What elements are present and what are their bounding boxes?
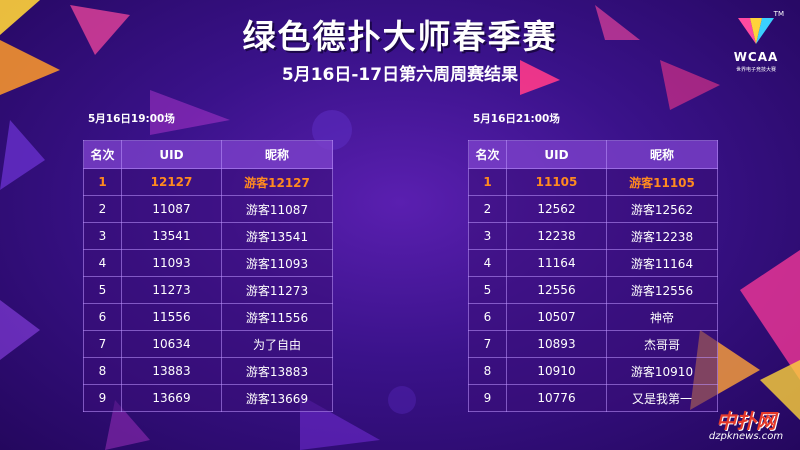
cell-nickname: 游客11273: [221, 276, 333, 304]
cell-uid: 10776: [506, 384, 607, 412]
cell-uid: 12556: [506, 276, 607, 304]
header-nickname: 昵称: [606, 140, 718, 169]
table-row: 5 11273 游客11273: [83, 276, 333, 304]
cell-rank: 7: [83, 330, 122, 358]
table-row: 5 12556 游客12556: [468, 276, 718, 304]
table-row: 6 10507 神帝: [468, 303, 718, 331]
cell-nickname: 游客12127: [221, 168, 333, 196]
cell-uid: 13883: [121, 357, 222, 385]
table-row: 8 10910 游客10910: [468, 357, 718, 385]
trophy-icon: [738, 18, 774, 44]
cell-nickname: 游客12556: [606, 276, 718, 304]
cell-nickname: 游客12238: [606, 222, 718, 250]
cell-nickname: 游客11164: [606, 249, 718, 277]
table-row: 2 12562 游客12562: [468, 195, 718, 223]
cell-rank: 2: [83, 195, 122, 223]
cell-uid: 10893: [506, 330, 607, 358]
cell-nickname: 游客11093: [221, 249, 333, 277]
cell-uid: 11164: [506, 249, 607, 277]
cell-nickname: 游客11556: [221, 303, 333, 331]
table-row: 7 10634 为了自由: [83, 330, 333, 358]
cell-uid: 10910: [506, 357, 607, 385]
cell-nickname: 游客12562: [606, 195, 718, 223]
table-row: 6 11556 游客11556: [83, 303, 333, 331]
cell-nickname: 游客13669: [221, 384, 333, 412]
table-row: 7 10893 杰哥哥: [468, 330, 718, 358]
cell-rank: 5: [468, 276, 507, 304]
page-title: 绿色德扑大师春季赛: [242, 17, 558, 56]
cell-rank: 4: [468, 249, 507, 277]
table-row: 4 11093 游客11093: [83, 249, 333, 277]
table-row: 9 10776 又是我第一: [468, 384, 718, 412]
logo-subtitle: 世界电子竞技大赛: [735, 67, 776, 73]
cell-nickname: 又是我第一: [606, 384, 718, 412]
cell-uid: 11556: [121, 303, 222, 331]
cell-nickname: 游客13883: [221, 357, 333, 385]
header-rank: 名次: [83, 140, 122, 169]
cell-rank: 3: [83, 222, 122, 250]
cell-uid: 13669: [121, 384, 222, 412]
cell-nickname: 游客10910: [606, 357, 718, 385]
cell-rank: 2: [468, 195, 507, 223]
watermark-url: dzpknews.com: [708, 431, 784, 442]
watermark-name: 中扑网: [716, 409, 776, 433]
cell-uid: 12127: [121, 168, 222, 196]
trademark-label: TM: [773, 10, 784, 18]
table-row: 9 13669 游客13669: [83, 384, 333, 412]
cell-uid: 13541: [121, 222, 222, 250]
table-row: 4 11164 游客11164: [468, 249, 718, 277]
cell-rank: 6: [83, 303, 122, 331]
cell-uid: 11087: [121, 195, 222, 223]
cell-rank: 6: [468, 303, 507, 331]
cell-uid: 11105: [506, 168, 607, 196]
cell-rank: 4: [83, 249, 122, 277]
header-rank: 名次: [468, 140, 507, 169]
session-label-2100: 5月16日21:00场: [473, 113, 560, 125]
cell-rank: 5: [83, 276, 122, 304]
cell-nickname: 游客11105: [606, 168, 718, 196]
session-label-1900: 5月16日19:00场: [88, 113, 175, 125]
cell-rank: 9: [83, 384, 122, 412]
header-uid: UID: [121, 140, 222, 169]
cell-uid: 10507: [506, 303, 607, 331]
cell-uid: 12238: [506, 222, 607, 250]
wcaa-logo: TM WCAA 世界电子竞技大赛: [724, 10, 788, 80]
page-subtitle: 5月16日-17日第六周周赛结果: [281, 65, 519, 85]
table-header-row: 名次 UID 昵称: [468, 140, 718, 169]
cell-uid: 11093: [121, 249, 222, 277]
cell-rank: 8: [83, 357, 122, 385]
cell-rank: 8: [468, 357, 507, 385]
table-row: 1 11105 游客11105: [468, 168, 718, 196]
header-uid: UID: [506, 140, 607, 169]
table-header-row: 名次 UID 昵称: [83, 140, 333, 169]
header-nickname: 昵称: [221, 140, 333, 169]
cell-rank: 3: [468, 222, 507, 250]
cell-uid: 10634: [121, 330, 222, 358]
table-row: 8 13883 游客13883: [83, 357, 333, 385]
site-watermark: 中扑网 dzpknews.com: [696, 405, 796, 442]
cell-rank: 1: [468, 168, 507, 196]
cell-nickname: 游客13541: [221, 222, 333, 250]
cell-rank: 9: [468, 384, 507, 412]
cell-uid: 11273: [121, 276, 222, 304]
cell-uid: 12562: [506, 195, 607, 223]
cell-rank: 1: [83, 168, 122, 196]
table-row: 2 11087 游客11087: [83, 195, 333, 223]
cell-nickname: 游客11087: [221, 195, 333, 223]
logo-name: WCAA: [733, 50, 779, 64]
table-row: 1 12127 游客12127: [83, 168, 333, 196]
table-row: 3 13541 游客13541: [83, 222, 333, 250]
table-row: 3 12238 游客12238: [468, 222, 718, 250]
cell-nickname: 为了自由: [221, 330, 333, 358]
cell-nickname: 神帝: [606, 303, 718, 331]
cell-rank: 7: [468, 330, 507, 358]
cell-nickname: 杰哥哥: [606, 330, 718, 358]
